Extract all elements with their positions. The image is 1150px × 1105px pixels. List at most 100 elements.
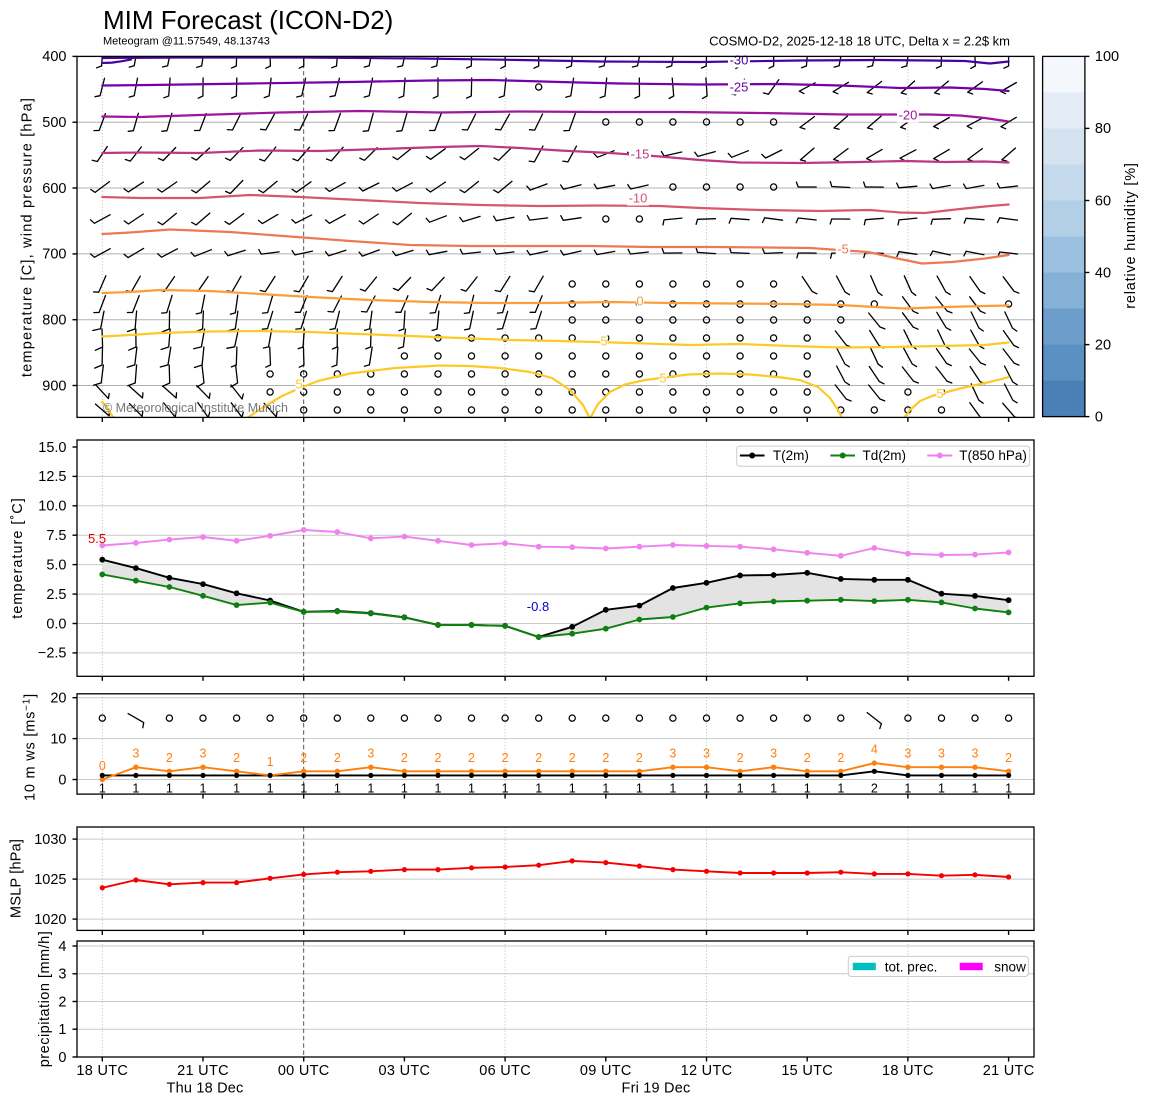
svg-text:Td(2m): Td(2m)	[863, 448, 907, 463]
svg-text:21 UTC: 21 UTC	[177, 1063, 229, 1079]
svg-text:0: 0	[58, 1050, 66, 1066]
svg-text:tot. prec.: tot. prec.	[885, 960, 938, 975]
svg-text:1: 1	[636, 782, 643, 796]
svg-text:06 UTC: 06 UTC	[479, 1063, 531, 1079]
svg-text:1: 1	[99, 782, 106, 796]
svg-text:20: 20	[50, 691, 66, 707]
svg-text:500: 500	[42, 115, 66, 131]
svg-text:600: 600	[42, 181, 66, 197]
svg-text:-25: -25	[730, 80, 749, 95]
svg-text:12 UTC: 12 UTC	[681, 1063, 733, 1079]
svg-text:7.5: 7.5	[46, 528, 66, 544]
svg-text:Meteogram @11.57549, 48.13743: Meteogram @11.57549, 48.13743	[103, 36, 270, 48]
svg-text:1030: 1030	[34, 832, 66, 848]
svg-text:800: 800	[42, 313, 66, 329]
svg-text:temperature [˚C]: temperature [˚C]	[10, 497, 26, 619]
svg-text:3: 3	[58, 967, 66, 983]
svg-text:1: 1	[535, 782, 542, 796]
svg-text:1: 1	[267, 782, 274, 796]
svg-text:400: 400	[42, 49, 66, 65]
svg-text:1: 1	[569, 782, 576, 796]
svg-text:MSLP [hPa]: MSLP [hPa]	[9, 839, 25, 918]
svg-text:18 UTC: 18 UTC	[882, 1063, 934, 1079]
svg-text:2: 2	[1005, 751, 1012, 765]
svg-text:1: 1	[669, 782, 676, 796]
svg-text:2: 2	[636, 751, 643, 765]
svg-text:5: 5	[936, 386, 943, 401]
svg-text:3: 3	[904, 747, 911, 761]
svg-text:3: 3	[669, 747, 676, 761]
svg-text:2: 2	[502, 751, 509, 765]
svg-text:1: 1	[502, 782, 509, 796]
svg-text:Thu 18 Dec: Thu 18 Dec	[167, 1081, 244, 1097]
svg-text:3: 3	[367, 747, 374, 761]
svg-text:10: 10	[50, 731, 66, 747]
svg-text:-20: -20	[899, 108, 918, 123]
svg-text:relative humidity [%]: relative humidity [%]	[1123, 162, 1139, 309]
svg-text:5: 5	[295, 377, 302, 392]
svg-text:2: 2	[871, 782, 878, 796]
svg-text:40: 40	[1095, 265, 1111, 281]
svg-text:10 m ws [ms−1]: 10 m ws [ms−1]	[21, 693, 39, 801]
svg-text:15 UTC: 15 UTC	[781, 1063, 833, 1079]
svg-text:1: 1	[58, 1022, 66, 1038]
svg-text:© Meteorological Institute Mun: © Meteorological Institute Munich	[103, 401, 288, 415]
svg-text:Fri 19 Dec: Fri 19 Dec	[622, 1081, 691, 1097]
svg-text:5: 5	[600, 334, 607, 349]
svg-text:700: 700	[42, 247, 66, 263]
svg-text:1: 1	[804, 782, 811, 796]
svg-text:snow: snow	[994, 960, 1026, 975]
svg-text:precipitation [mm/h]: precipitation [mm/h]	[37, 931, 53, 1068]
svg-text:2: 2	[468, 751, 475, 765]
svg-text:18 UTC: 18 UTC	[76, 1063, 128, 1079]
svg-text:5.5: 5.5	[88, 531, 106, 546]
svg-text:-0.8: -0.8	[527, 599, 549, 614]
svg-text:1: 1	[703, 782, 710, 796]
svg-text:1: 1	[166, 782, 173, 796]
svg-text:1: 1	[132, 782, 139, 796]
svg-text:1: 1	[770, 782, 777, 796]
svg-text:1: 1	[904, 782, 911, 796]
svg-text:20: 20	[1095, 337, 1111, 353]
svg-text:80: 80	[1095, 121, 1111, 137]
svg-text:1: 1	[267, 755, 274, 769]
svg-text:0: 0	[58, 772, 66, 788]
svg-text:2: 2	[435, 751, 442, 765]
svg-text:00 UTC: 00 UTC	[278, 1063, 330, 1079]
svg-text:T(2m): T(2m)	[773, 448, 809, 463]
svg-text:2: 2	[535, 751, 542, 765]
svg-text:2: 2	[804, 751, 811, 765]
svg-text:1: 1	[233, 782, 240, 796]
svg-text:5.0: 5.0	[46, 557, 66, 573]
svg-text:1025: 1025	[34, 872, 66, 888]
svg-text:1: 1	[401, 782, 408, 796]
svg-text:MIM Forecast (ICON-D2): MIM Forecast (ICON-D2)	[103, 5, 393, 35]
svg-text:21 UTC: 21 UTC	[983, 1063, 1035, 1079]
svg-text:temperature [C], wind pressure: temperature [C], wind pressure [hPa]	[20, 97, 36, 377]
svg-text:0: 0	[636, 294, 643, 309]
svg-text:1: 1	[972, 782, 979, 796]
svg-text:0.0: 0.0	[46, 616, 66, 632]
svg-text:2: 2	[737, 751, 744, 765]
svg-text:2: 2	[166, 751, 173, 765]
svg-text:03 UTC: 03 UTC	[379, 1063, 431, 1079]
svg-text:1: 1	[300, 782, 307, 796]
svg-text:1: 1	[367, 782, 374, 796]
svg-text:1: 1	[837, 782, 844, 796]
svg-text:09 UTC: 09 UTC	[580, 1063, 632, 1079]
svg-text:2.5: 2.5	[46, 587, 66, 603]
svg-text:2: 2	[837, 751, 844, 765]
svg-text:4: 4	[871, 743, 878, 757]
svg-text:1: 1	[334, 782, 341, 796]
svg-text:-30: -30	[730, 53, 749, 68]
svg-text:1: 1	[468, 782, 475, 796]
svg-text:2: 2	[602, 751, 609, 765]
svg-text:900: 900	[42, 378, 66, 394]
svg-text:0: 0	[1095, 409, 1103, 425]
svg-text:2: 2	[300, 751, 307, 765]
svg-text:60: 60	[1095, 193, 1111, 209]
svg-text:2: 2	[334, 751, 341, 765]
svg-text:-5: -5	[837, 242, 849, 257]
svg-text:3: 3	[770, 747, 777, 761]
svg-text:1: 1	[602, 782, 609, 796]
